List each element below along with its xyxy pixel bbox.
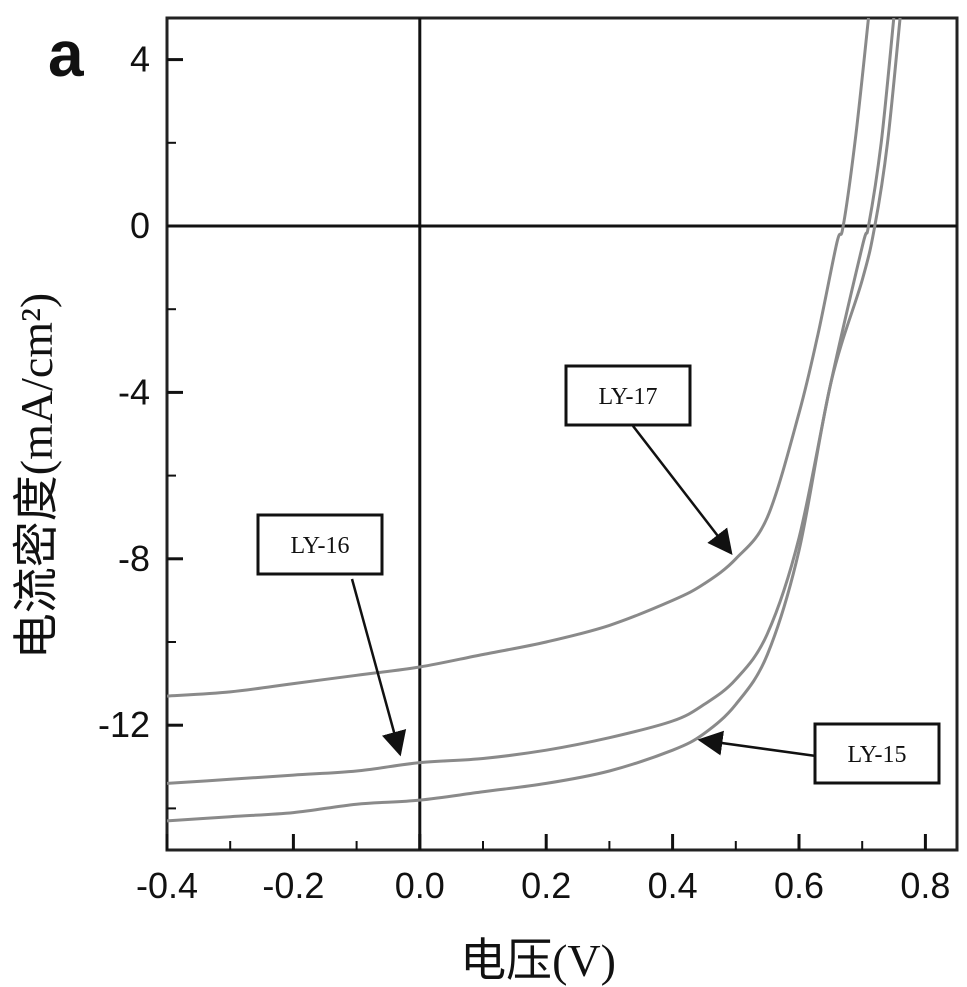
panel-label: a (48, 18, 84, 90)
ly16-arrow (352, 579, 400, 754)
y-tick-label: -12 (98, 704, 150, 745)
series-line-ly-16 (167, 18, 894, 783)
series-line-ly-15 (167, 18, 900, 821)
y-tick-label: 4 (130, 39, 150, 80)
x-axis-title: 电压(V) (460, 935, 616, 986)
series-layer (167, 18, 900, 821)
callout-ly15: LY-15 (815, 724, 939, 783)
y-axis-title: 电流密度(mA/cm²) (11, 293, 62, 659)
callout-ly17: LY-17 (566, 366, 690, 425)
y-tick-label: -4 (118, 371, 150, 412)
ly15-arrow (700, 740, 816, 756)
x-tick-label: 0.6 (774, 865, 824, 906)
x-tick-label: 0.4 (648, 865, 698, 906)
series-line-ly-17 (167, 18, 869, 696)
callout-ly16-label: LY-16 (291, 533, 350, 559)
y-tick-label: -8 (118, 538, 150, 579)
x-tick-label: 0.0 (395, 865, 445, 906)
x-tick-label: 0.8 (900, 865, 950, 906)
callout-ly17-label: LY-17 (599, 384, 658, 410)
callout-ly16: LY-16 (258, 515, 382, 574)
x-tick-label: -0.2 (262, 865, 324, 906)
y-tick-labels: 4 0 -4 -8 -12 (98, 39, 150, 746)
x-tick-labels: -0.4 -0.2 0.0 0.2 0.4 0.6 0.8 (136, 865, 950, 906)
x-tick-label: 0.2 (521, 865, 571, 906)
axis-ticks (167, 60, 925, 850)
callout-ly15-label: LY-15 (848, 742, 907, 768)
ly17-arrow (633, 426, 731, 553)
x-tick-label: -0.4 (136, 865, 198, 906)
y-tick-label: 0 (130, 205, 150, 246)
